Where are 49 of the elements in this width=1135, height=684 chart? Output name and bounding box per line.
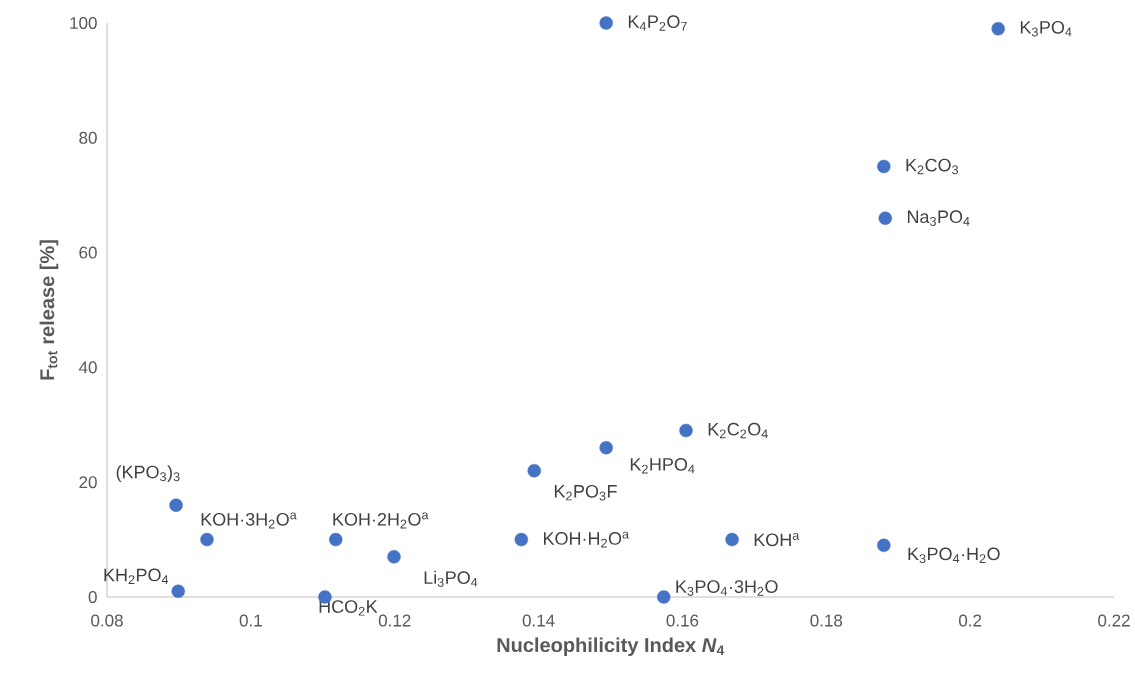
annotation: KOH·2H$_{2}$O$^{a}$ xyxy=(333,512,429,529)
x-tick-label: 0.14 xyxy=(522,614,555,627)
point xyxy=(599,441,613,455)
x-tick-label: 0.08 xyxy=(91,614,123,627)
point xyxy=(877,538,891,553)
point xyxy=(527,464,541,478)
point xyxy=(169,498,183,512)
y-tick-label: 60 xyxy=(79,246,97,259)
annotation: Li$_{3}$PO$_{4}$ xyxy=(424,570,478,587)
point xyxy=(599,16,613,30)
x-tick-label: 0.1 xyxy=(239,614,262,627)
y-tick-label: 40 xyxy=(78,361,97,374)
annotation: K$_{2}$PO$_{3}$F xyxy=(554,484,617,501)
y-tick-label: 20 xyxy=(79,476,97,489)
annotation: HCO$_{2}$K xyxy=(319,600,378,616)
point xyxy=(679,423,693,438)
point xyxy=(991,22,1005,36)
annotation: Na$_{3}$PO$_{4}$ xyxy=(907,210,970,226)
point xyxy=(878,211,892,225)
point xyxy=(725,532,739,547)
annotation: KOH·H$_{2}$O$^{a}$ xyxy=(543,531,630,548)
annotation: K$_{2}$C$_{2}$O$_{4}$ xyxy=(708,422,768,439)
x-axis-title: Nucleophilicity Index N$_{4}$ xyxy=(497,637,725,657)
y-tick-label: 100 xyxy=(70,16,97,30)
annotation: K$_{4}$P$_{2}$O$_{7}$ xyxy=(628,15,687,31)
annotation: K$_{2}$HPO$_{4}$ xyxy=(630,458,695,474)
annotation: KOH·3H$_{2}$O$^{a}$ xyxy=(201,512,297,529)
point xyxy=(171,584,185,598)
x-tick-label: 0.22 xyxy=(1098,614,1130,627)
x-tick-label: 0.12 xyxy=(378,614,411,627)
annotation: KOH$^{a}$ xyxy=(754,532,800,547)
annotation: K$_{3}$PO$_{4}$·3H$_{2}$O xyxy=(676,580,778,596)
point xyxy=(514,532,529,547)
annotation: (KPO$_{3}$)$_{3}$ xyxy=(116,465,180,482)
point xyxy=(877,159,891,174)
y-tick-label: 80 xyxy=(79,131,97,144)
x-tick-label: 0.16 xyxy=(666,614,699,627)
point xyxy=(387,550,401,564)
annotation: K$_{2}$CO$_{3}$ xyxy=(906,158,958,175)
y-tick-label: 0 xyxy=(88,590,97,604)
annotation: KH$_{2}$PO$_{4}$ xyxy=(104,568,169,585)
x-tick-label: 0.18 xyxy=(810,614,843,627)
x-tick-label: 0.2 xyxy=(958,614,982,627)
y-axis-title: F$_{tot}$ release [%] xyxy=(39,240,59,380)
annotation: K$_{3}$PO$_{4}$·H$_{2}$O xyxy=(908,547,1000,564)
annotation: K$_{3}$PO$_{4}$ xyxy=(1020,20,1072,37)
point xyxy=(200,532,214,547)
point xyxy=(329,532,343,547)
point xyxy=(657,590,671,604)
